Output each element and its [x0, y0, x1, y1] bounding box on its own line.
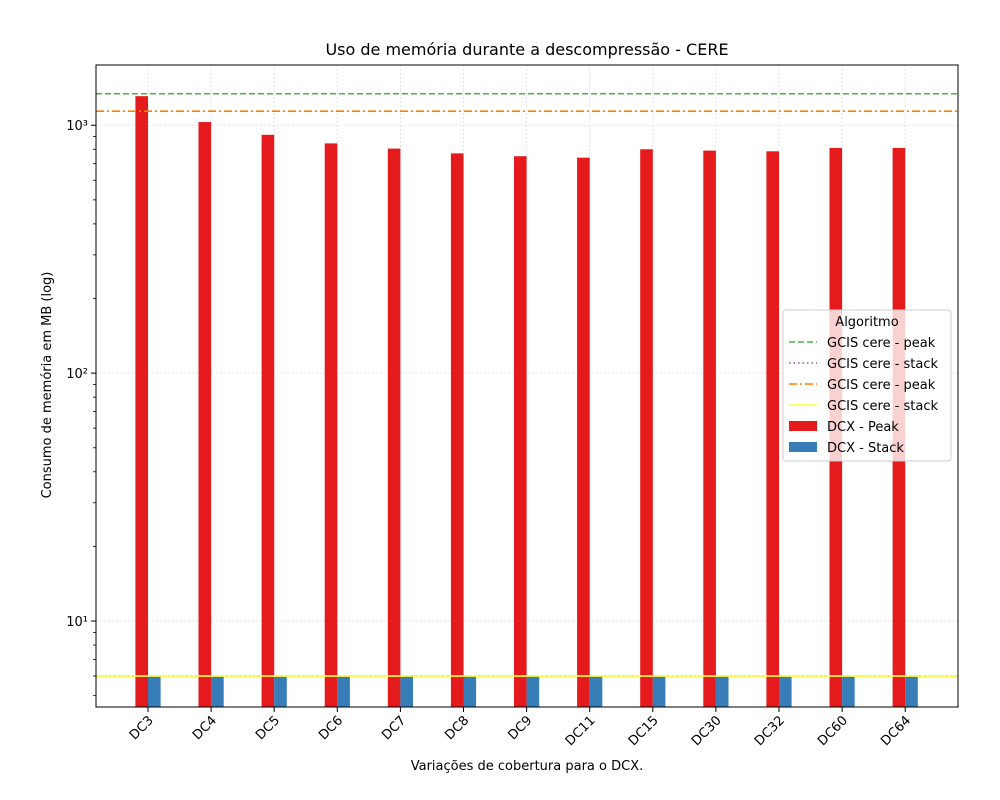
y-tick-label: 10³	[66, 119, 88, 134]
bar-dcx-peak	[514, 156, 527, 707]
bar-dcx-peak	[703, 150, 716, 708]
chart-title: Uso de memória durante a descompressão -…	[325, 40, 728, 59]
bar-dcx-stack	[715, 676, 729, 707]
legend-title: Algoritmo	[835, 315, 898, 330]
legend-entry-label: GCIS cere - peak	[827, 336, 936, 351]
x-axis-label: Variações de cobertura para o DCX.	[411, 759, 644, 774]
legend-bar-swatch	[789, 442, 817, 452]
bars-layer	[135, 96, 918, 708]
bar-dcx-stack	[148, 676, 161, 707]
bar-dcx-peak	[766, 151, 779, 707]
bar-dcx-peak	[198, 122, 212, 708]
bar-dcx-stack	[337, 676, 350, 707]
bar-dcx-stack	[842, 676, 855, 707]
legend-entry-label: GCIS cere - peak	[827, 378, 936, 393]
legend-bar-swatch	[789, 421, 817, 431]
bar-dcx-stack	[400, 676, 413, 707]
y-tick-label: 10²	[66, 367, 88, 382]
bar-dcx-peak	[261, 134, 275, 707]
bar-dcx-stack	[211, 676, 224, 707]
bar-dcx-stack	[526, 676, 540, 707]
legend-entry-label: GCIS cere - stack	[827, 399, 939, 414]
reference-lines-layer	[96, 92, 958, 677]
bar-dcx-stack	[905, 676, 918, 707]
bar-dcx-peak	[387, 148, 401, 707]
bar-dcx-stack	[652, 676, 666, 707]
bar-dcx-peak	[577, 157, 590, 707]
bar-dcx-stack	[274, 676, 287, 707]
bar-dcx-stack	[779, 676, 792, 707]
bar-dcx-peak	[450, 153, 464, 708]
legend-entry-label: DCX - Stack	[827, 441, 904, 456]
bar-dcx-peak	[324, 143, 338, 708]
legend-entry-label: GCIS cere - stack	[827, 357, 939, 372]
legend-entry-label: DCX - Peak	[827, 420, 899, 435]
bar-dcx-stack	[463, 676, 477, 707]
bar-dcx-peak	[135, 96, 148, 708]
legend-box	[782, 309, 952, 462]
bar-dcx-peak	[640, 149, 653, 707]
y-tick-label: 10¹	[66, 615, 88, 630]
legend: Algoritmo GCIS cere - peak GCIS cere - sta…	[782, 309, 952, 462]
y-axis-label: Consumo de memória em MB (log)	[40, 272, 55, 499]
bar-dcx-stack	[589, 676, 603, 707]
